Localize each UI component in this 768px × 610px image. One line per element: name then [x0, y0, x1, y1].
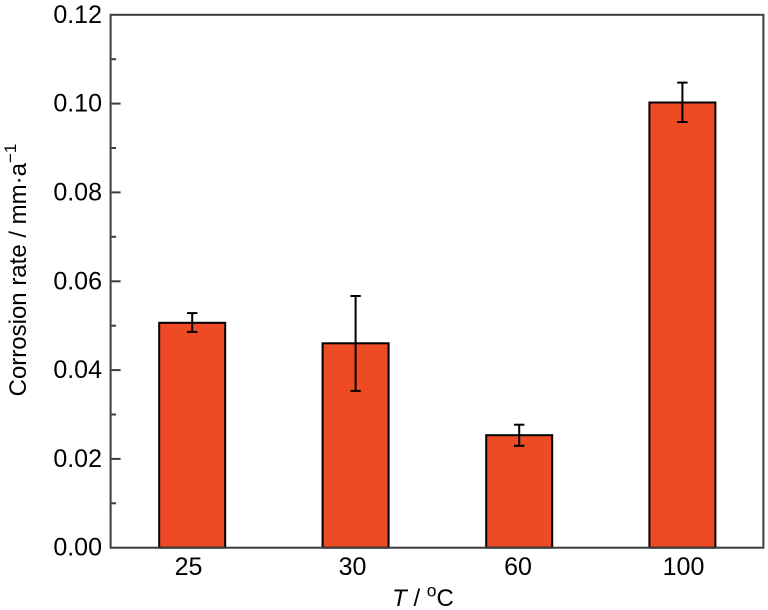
- svg-text:0.08: 0.08: [53, 178, 102, 206]
- svg-text:25: 25: [175, 553, 203, 581]
- svg-text:30: 30: [339, 553, 367, 581]
- svg-text:T / oC: T / oC: [392, 581, 454, 610]
- svg-text:0.06: 0.06: [53, 267, 102, 295]
- svg-text:60: 60: [504, 553, 532, 581]
- svg-text:0.00: 0.00: [53, 534, 102, 562]
- svg-text:0.04: 0.04: [53, 356, 102, 384]
- svg-text:100: 100: [663, 553, 705, 581]
- svg-text:Corrosion rate / mm·a−1: Corrosion rate / mm·a−1: [1, 144, 32, 397]
- svg-text:0.10: 0.10: [53, 90, 102, 118]
- svg-text:0.02: 0.02: [53, 445, 102, 473]
- svg-text:0.12: 0.12: [53, 1, 102, 29]
